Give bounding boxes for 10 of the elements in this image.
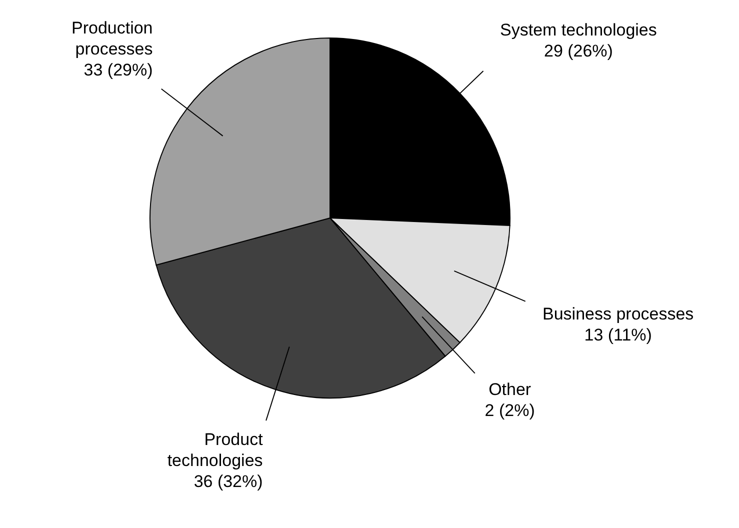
- data-label: 2 (2%): [484, 401, 535, 420]
- slice-label: Business processes: [542, 304, 694, 324]
- slice-label: Production processes: [71, 18, 153, 58]
- slice-label: System technologies: [500, 20, 657, 40]
- slice-label: Other: [488, 380, 532, 400]
- data-label: 33 (29%): [84, 60, 153, 80]
- data-label: 13 (11%): [584, 326, 652, 345]
- data-label: 36 (32%): [194, 472, 263, 491]
- data-label: 29 (26%): [544, 42, 613, 60]
- slice-label: Product technologies: [167, 430, 264, 470]
